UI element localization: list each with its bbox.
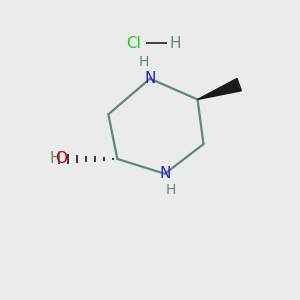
Text: O: O <box>56 152 68 166</box>
Text: N: N <box>159 166 170 181</box>
Text: H: H <box>49 152 61 166</box>
Text: N: N <box>144 71 156 86</box>
Text: H: H <box>169 35 181 50</box>
Text: Cl: Cl <box>126 35 141 50</box>
Polygon shape <box>198 79 242 100</box>
Text: H: H <box>139 55 149 69</box>
Text: H: H <box>166 183 176 197</box>
